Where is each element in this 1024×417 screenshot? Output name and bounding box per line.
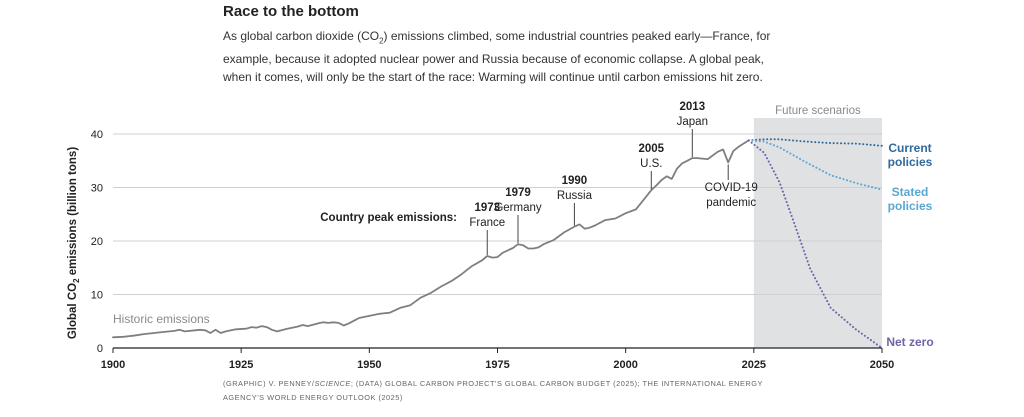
- series-label-line: policies: [888, 155, 933, 169]
- subtitle-text-before: As global carbon dioxide (CO: [223, 29, 380, 43]
- series-label-stated-policies: Stated policies: [888, 185, 933, 213]
- source-credit: (GRAPHIC) V. PENNEY/SCIENCE; (DATA) GLOB…: [223, 377, 793, 405]
- subtitle-text-after: ) emissions climbed, some industrial cou…: [223, 29, 771, 85]
- y-axis-label-before: Global CO: [67, 283, 79, 339]
- x-tick-label: 1950: [357, 359, 381, 371]
- series-line-stated-policies: [747, 139, 883, 191]
- series-label-line: Current: [888, 141, 931, 155]
- y-axis-ticks: 0 10 20 30 40: [91, 129, 103, 355]
- chart-subtitle: As global carbon dioxide (CO2) emissions…: [223, 27, 783, 86]
- annotation-year-1990: 1990: [562, 175, 588, 187]
- peak-annotations: 1973 France 1979 Germany 1990 Russia 2005 U.S. 2…: [469, 101, 758, 255]
- future-scenarios-label: Future scenarios: [775, 105, 861, 117]
- series-line-historic: [112, 139, 750, 339]
- y-tick-label: 40: [91, 129, 103, 141]
- x-tick-label: 2025: [742, 359, 766, 371]
- series-label-line: Stated: [892, 185, 929, 199]
- annotation-label-2013: Japan: [677, 116, 708, 128]
- gridlines: [113, 133, 882, 295]
- y-axis-label: Global CO2 emissions (billion tons): [67, 147, 81, 339]
- annotation-line: pandemic: [706, 197, 756, 209]
- subtitle-subscript: 2: [379, 36, 384, 46]
- country-peak-heading: Country peak emissions:: [320, 212, 457, 224]
- future-scenarios-band: [753, 118, 882, 348]
- x-tick-label: 2000: [613, 359, 637, 371]
- x-tick-label: 1925: [229, 359, 253, 371]
- source-prefix: (GRAPHIC) V. PENNEY/: [223, 379, 315, 388]
- annotation-label-1979: Germany: [494, 202, 542, 214]
- x-axis-ticks: 1900 1925 1950 1975 2000 2025 2050: [101, 348, 894, 371]
- annotation-line: COVID-19: [705, 182, 758, 194]
- annotation-label-1990: Russia: [557, 190, 593, 202]
- annotation-label-2005: U.S.: [640, 158, 662, 170]
- annotation-label-covid: COVID-19 pandemic: [705, 182, 758, 209]
- y-axis-label-after: emissions (billion tons): [67, 147, 79, 279]
- series-lines: [112, 138, 883, 349]
- annotation-year-2005: 2005: [639, 143, 665, 155]
- series-label-net-zero: Net zero: [886, 335, 933, 349]
- source-suffix: ; (DATA) GLOBAL CARBON PROJECT'S GLOBAL …: [223, 379, 763, 402]
- series-label-current-policies: Current policies: [888, 141, 933, 169]
- series-label-line: policies: [888, 199, 933, 213]
- series-line-net-zero: [747, 139, 883, 349]
- chart-title: Race to the bottom: [223, 3, 359, 20]
- annotation-year-1979: 1979: [505, 187, 531, 199]
- annotation-year-1973: 1973: [474, 202, 500, 214]
- series-line-current-policies: [747, 138, 883, 147]
- y-tick-label: 0: [97, 343, 103, 355]
- annotation-label-1973: France: [469, 217, 505, 229]
- x-tick-label: 2050: [870, 359, 894, 371]
- x-tick-label: 1975: [485, 359, 509, 371]
- y-tick-label: 20: [91, 236, 103, 248]
- series-label-line: Net zero: [886, 335, 933, 349]
- y-tick-label: 30: [91, 183, 103, 195]
- annotation-year-2013: 2013: [680, 101, 706, 113]
- source-italic: SCIENCE: [314, 379, 351, 388]
- y-tick-label: 10: [91, 290, 103, 302]
- historic-emissions-label: Historic emissions: [113, 312, 210, 326]
- y-axis-label-subscript: 2: [72, 278, 81, 283]
- x-tick-label: 1900: [101, 359, 125, 371]
